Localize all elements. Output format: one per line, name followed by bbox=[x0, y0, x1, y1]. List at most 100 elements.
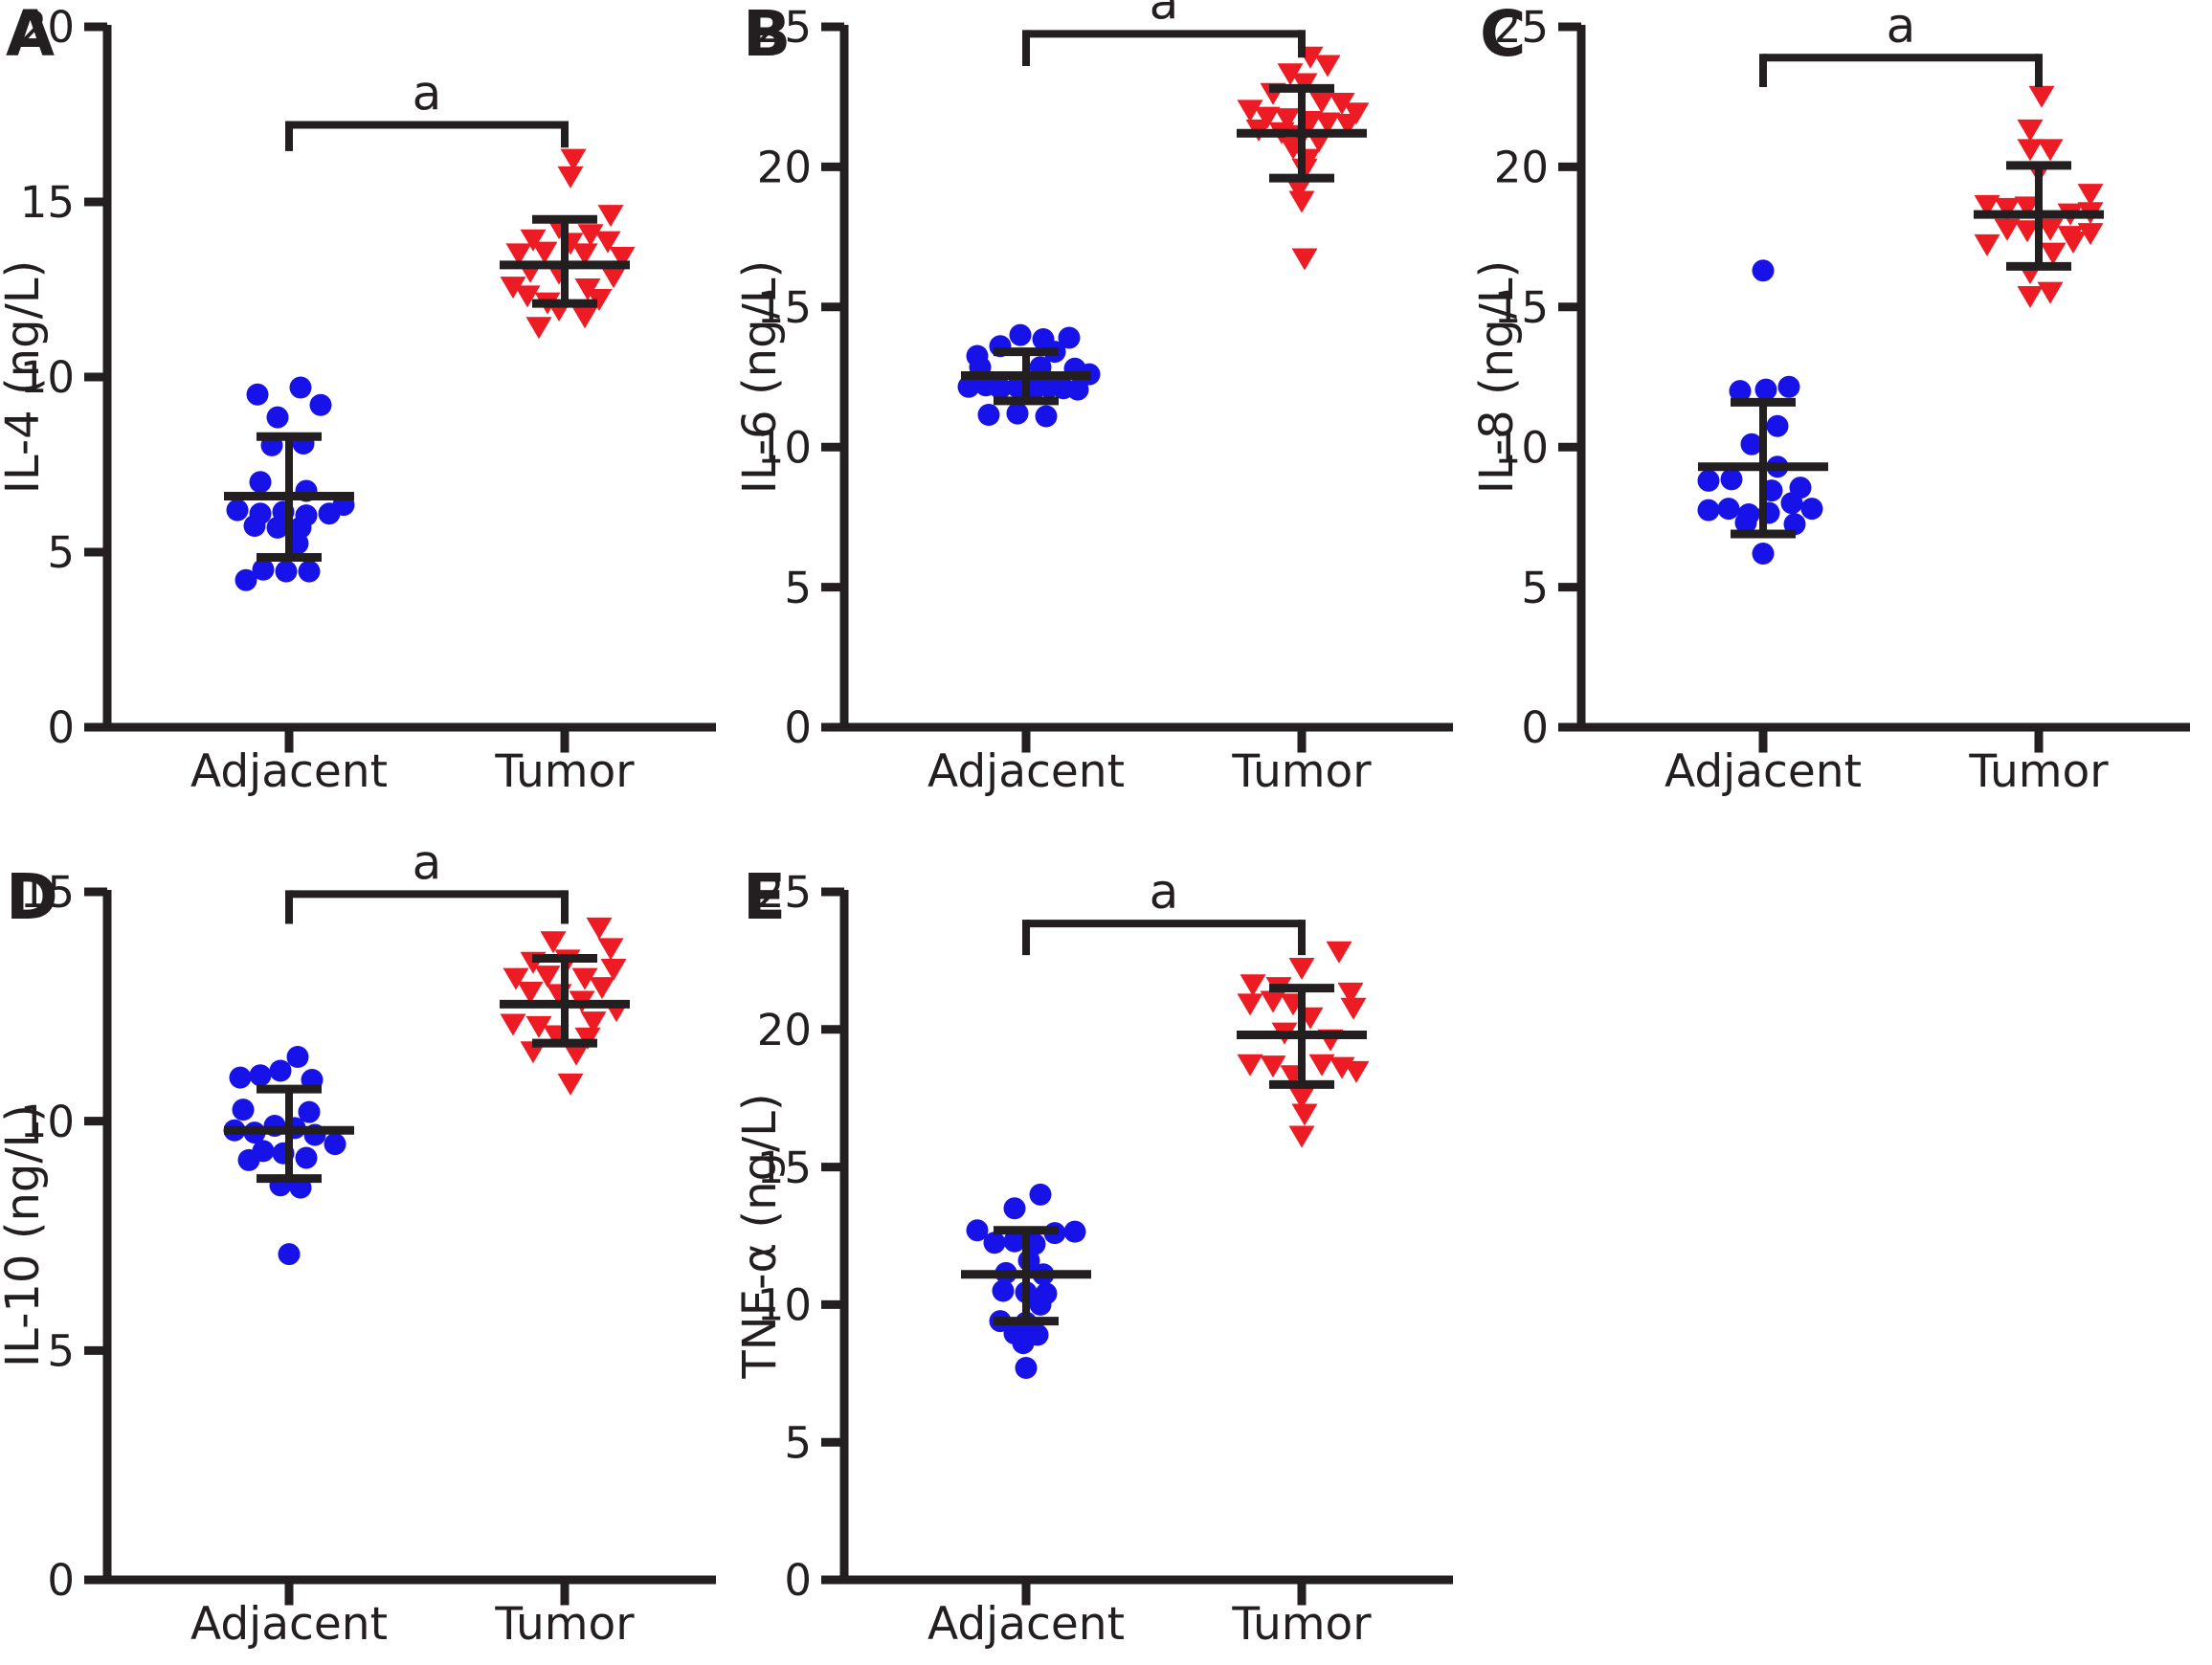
data-point-triangle bbox=[574, 1027, 601, 1050]
data-point-circle bbox=[309, 393, 332, 416]
data-point-circle bbox=[1766, 414, 1789, 437]
data-point-circle bbox=[1015, 1357, 1038, 1380]
data-point-triangle bbox=[2017, 119, 2044, 142]
category-label-tumor: Tumor bbox=[494, 1598, 635, 1651]
series-adjacent-points bbox=[223, 1046, 346, 1266]
data-point-triangle bbox=[577, 224, 604, 247]
data-point-circle bbox=[1697, 469, 1720, 492]
data-point-circle bbox=[1740, 433, 1763, 455]
y-tick-label: 5 bbox=[784, 563, 812, 613]
data-point-circle bbox=[1003, 1230, 1026, 1253]
category-label-adjacent: Adjacent bbox=[927, 1598, 1125, 1651]
y-tick-label: 10 bbox=[757, 422, 812, 473]
data-point-triangle bbox=[1329, 93, 1355, 116]
data-point-triangle bbox=[2037, 139, 2064, 162]
panel-letter: B bbox=[743, 0, 791, 71]
y-tick-label: 20 bbox=[757, 143, 812, 193]
y-tick-label: 15 bbox=[20, 867, 75, 918]
data-point-triangle bbox=[1308, 1054, 1335, 1077]
data-point-circle bbox=[1780, 492, 1803, 515]
panel-a-svg: 0 5 10 15 20 Adjacent Tumor IL-4 (ng/L) Aa bbox=[0, 0, 716, 798]
category-label-adjacent: Adjacent bbox=[1665, 745, 1862, 798]
data-point-circle bbox=[992, 1279, 1015, 1302]
error-bar-adjacent bbox=[961, 347, 1091, 406]
y-tick-label: 5 bbox=[47, 1326, 75, 1377]
series-adjacent-points bbox=[226, 376, 355, 591]
data-point-triangle bbox=[2014, 196, 2041, 219]
data-point-triangle bbox=[1237, 993, 1263, 1016]
y-tick-label: 20 bbox=[757, 1005, 812, 1055]
category-label-adjacent: Adjacent bbox=[190, 1598, 388, 1651]
data-point-circle bbox=[1697, 499, 1720, 522]
data-point-circle bbox=[237, 1148, 260, 1171]
data-point-triangle bbox=[1340, 997, 1367, 1020]
data-point-circle bbox=[1720, 468, 1743, 491]
y-tick-label: 25 bbox=[757, 867, 812, 918]
y-tick-label: 0 bbox=[1521, 702, 1549, 753]
error-bar-tumor bbox=[500, 954, 630, 1048]
data-point-triangle bbox=[2014, 220, 2041, 243]
data-point-triangle bbox=[525, 317, 552, 340]
error-bar-tumor bbox=[1237, 984, 1367, 1089]
significance-label: a bbox=[1150, 0, 1179, 30]
data-point-circle bbox=[1003, 1197, 1026, 1220]
data-point-triangle bbox=[540, 931, 567, 954]
data-point-circle bbox=[989, 377, 1012, 400]
data-point-triangle bbox=[571, 243, 598, 266]
error-bar-adjacent bbox=[1698, 397, 1828, 539]
series-tumor-points bbox=[1237, 46, 1370, 271]
significance-label: a bbox=[413, 65, 442, 121]
category-label-adjacent: Adjacent bbox=[927, 745, 1125, 798]
y-tick-label: 0 bbox=[47, 1555, 75, 1606]
data-point-circle bbox=[232, 1099, 255, 1121]
data-point-circle bbox=[235, 568, 257, 591]
data-point-triangle bbox=[1288, 1125, 1315, 1148]
y-tick-label: 10 bbox=[20, 352, 75, 403]
y-tick-label: 0 bbox=[784, 1555, 812, 1606]
data-point-triangle bbox=[500, 1013, 526, 1036]
data-point-triangle bbox=[1237, 100, 1263, 122]
data-point-triangle bbox=[597, 205, 624, 228]
data-point-triangle bbox=[2017, 139, 2044, 162]
y-tick-label: 10 bbox=[757, 1280, 812, 1331]
data-point-triangle bbox=[525, 1015, 552, 1038]
data-point-triangle bbox=[2077, 184, 2104, 207]
y-tick-label: 10 bbox=[1494, 422, 1549, 473]
error-bar-tumor bbox=[1974, 161, 2104, 271]
panel-c-svg: 0 5 10 15 20 25 Adjacent Tumor IL-8 (ng/L) C a bbox=[1474, 0, 2190, 798]
data-point-circle bbox=[226, 499, 249, 522]
data-point-circle bbox=[1063, 1220, 1086, 1243]
significance-label: a bbox=[1150, 864, 1179, 920]
data-point-circle bbox=[229, 1066, 252, 1089]
y-tick-label: 5 bbox=[784, 1417, 812, 1468]
data-point-circle bbox=[1754, 378, 1777, 401]
data-point-circle bbox=[1800, 498, 1823, 521]
y-axis-title: IL-6 (ng/L) bbox=[737, 260, 787, 494]
data-point-circle bbox=[1777, 375, 1800, 398]
data-point-triangle bbox=[1288, 190, 1315, 213]
data-point-triangle bbox=[1237, 1054, 1263, 1077]
panel-letter: E bbox=[743, 860, 786, 934]
y-axis-title: TNF-α (ng/L) bbox=[737, 1093, 787, 1379]
data-point-triangle bbox=[586, 917, 613, 940]
data-point-triangle bbox=[1974, 233, 2000, 256]
data-point-circle bbox=[966, 1219, 989, 1242]
significance-label: a bbox=[413, 834, 442, 890]
data-point-triangle bbox=[1974, 194, 2000, 217]
y-tick-label: 15 bbox=[20, 177, 75, 228]
significance-bracket bbox=[1022, 920, 1306, 956]
data-point-circle bbox=[289, 376, 312, 399]
data-point-circle bbox=[1717, 498, 1740, 521]
data-point-triangle bbox=[1326, 941, 1352, 964]
data-point-circle bbox=[1029, 1183, 1052, 1206]
data-point-circle bbox=[1729, 380, 1752, 403]
data-point-circle bbox=[1029, 1293, 1052, 1316]
category-label-tumor: Tumor bbox=[494, 745, 635, 798]
data-point-triangle bbox=[2037, 218, 2064, 241]
data-point-triangle bbox=[2077, 223, 2104, 246]
data-point-circle bbox=[252, 558, 275, 581]
data-point-triangle bbox=[1254, 106, 1281, 129]
